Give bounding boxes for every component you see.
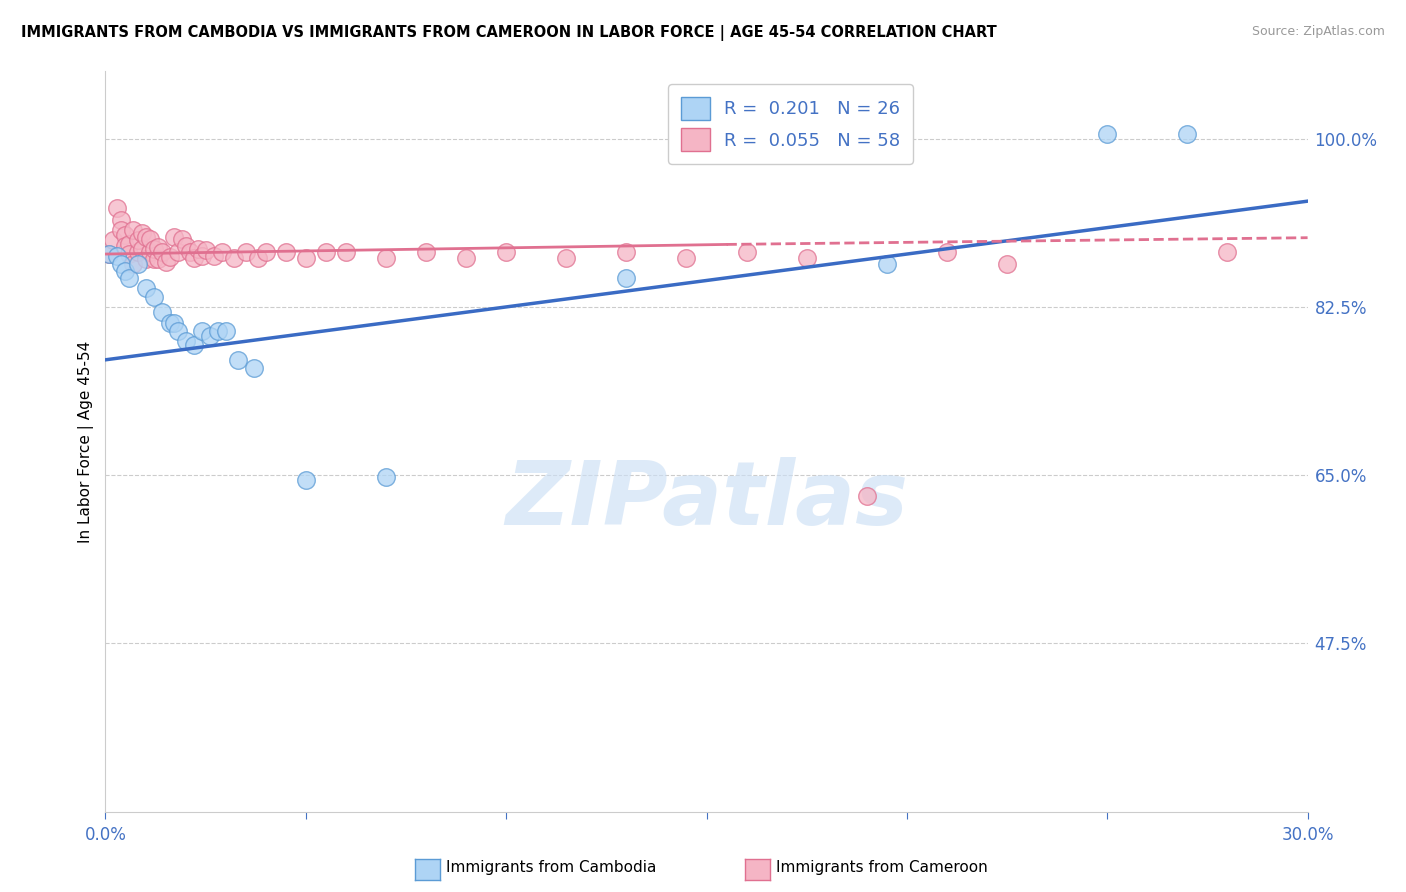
Point bbox=[735, 245, 758, 260]
Point bbox=[190, 249, 212, 263]
Point bbox=[155, 254, 177, 268]
Point bbox=[222, 251, 245, 265]
Point bbox=[114, 264, 136, 278]
Point bbox=[142, 290, 165, 304]
Point bbox=[122, 223, 145, 237]
Point bbox=[146, 252, 169, 266]
Point bbox=[98, 247, 121, 261]
Point bbox=[796, 251, 818, 265]
Point bbox=[936, 245, 959, 260]
Point bbox=[150, 245, 173, 260]
Point bbox=[118, 271, 141, 285]
Point bbox=[170, 232, 193, 246]
Point bbox=[166, 324, 188, 338]
Point bbox=[114, 227, 136, 242]
Point bbox=[166, 245, 188, 260]
Point bbox=[616, 245, 638, 260]
Point bbox=[335, 245, 357, 260]
Text: Immigrants from Cambodia: Immigrants from Cambodia bbox=[446, 860, 657, 874]
Text: Immigrants from Cameroon: Immigrants from Cameroon bbox=[776, 860, 988, 874]
Point bbox=[194, 243, 217, 257]
Point bbox=[374, 251, 398, 265]
Point bbox=[174, 334, 197, 348]
Point bbox=[118, 237, 141, 252]
Point bbox=[135, 252, 157, 266]
Point bbox=[246, 251, 269, 265]
Point bbox=[150, 304, 173, 318]
Point bbox=[135, 281, 157, 295]
Point bbox=[159, 250, 181, 264]
Point bbox=[162, 316, 184, 330]
Point bbox=[374, 470, 398, 484]
Point bbox=[855, 489, 877, 503]
Point bbox=[131, 242, 153, 256]
Point bbox=[110, 223, 132, 237]
Point bbox=[242, 360, 264, 375]
Point bbox=[162, 229, 184, 244]
Point bbox=[135, 229, 157, 244]
Point bbox=[235, 245, 257, 260]
Point bbox=[183, 251, 205, 265]
Point bbox=[675, 251, 697, 265]
Text: Source: ZipAtlas.com: Source: ZipAtlas.com bbox=[1251, 25, 1385, 38]
Point bbox=[118, 247, 141, 261]
Point bbox=[110, 213, 132, 227]
Point bbox=[138, 245, 160, 260]
Point bbox=[616, 271, 638, 285]
Point bbox=[131, 226, 153, 240]
Point bbox=[1097, 127, 1119, 141]
Point bbox=[179, 245, 201, 260]
Point bbox=[127, 245, 149, 260]
Point bbox=[122, 257, 145, 271]
Point bbox=[107, 249, 129, 263]
Point bbox=[555, 251, 578, 265]
Point bbox=[183, 338, 205, 352]
Point bbox=[159, 316, 181, 330]
Point bbox=[315, 245, 337, 260]
Point bbox=[295, 473, 318, 487]
Point bbox=[103, 233, 125, 247]
Point bbox=[142, 252, 165, 266]
Point bbox=[127, 233, 149, 247]
Point bbox=[254, 245, 277, 260]
Point bbox=[995, 257, 1018, 271]
Point bbox=[107, 201, 129, 215]
Point bbox=[1216, 245, 1239, 260]
Point bbox=[495, 245, 517, 260]
Point bbox=[142, 242, 165, 256]
Point bbox=[187, 242, 209, 256]
Point bbox=[202, 249, 225, 263]
Point bbox=[114, 239, 136, 253]
Point bbox=[110, 257, 132, 271]
Point bbox=[198, 328, 221, 343]
Point bbox=[211, 245, 233, 260]
Point bbox=[876, 257, 898, 271]
Point bbox=[454, 251, 477, 265]
Point bbox=[174, 239, 197, 253]
Text: ZIPatlas: ZIPatlas bbox=[505, 458, 908, 544]
Point bbox=[207, 324, 229, 338]
Point bbox=[415, 245, 437, 260]
Point bbox=[138, 232, 160, 246]
Point bbox=[1177, 127, 1199, 141]
Point bbox=[98, 247, 121, 261]
Text: IMMIGRANTS FROM CAMBODIA VS IMMIGRANTS FROM CAMEROON IN LABOR FORCE | AGE 45-54 : IMMIGRANTS FROM CAMBODIA VS IMMIGRANTS F… bbox=[21, 25, 997, 41]
Point bbox=[274, 245, 297, 260]
Legend: R =  0.201   N = 26, R =  0.055   N = 58: R = 0.201 N = 26, R = 0.055 N = 58 bbox=[668, 84, 912, 164]
Point bbox=[214, 324, 236, 338]
Point bbox=[127, 257, 149, 271]
Point bbox=[226, 352, 249, 367]
Point bbox=[146, 240, 169, 254]
Y-axis label: In Labor Force | Age 45-54: In Labor Force | Age 45-54 bbox=[79, 341, 94, 542]
Point bbox=[190, 324, 212, 338]
Point bbox=[295, 251, 318, 265]
